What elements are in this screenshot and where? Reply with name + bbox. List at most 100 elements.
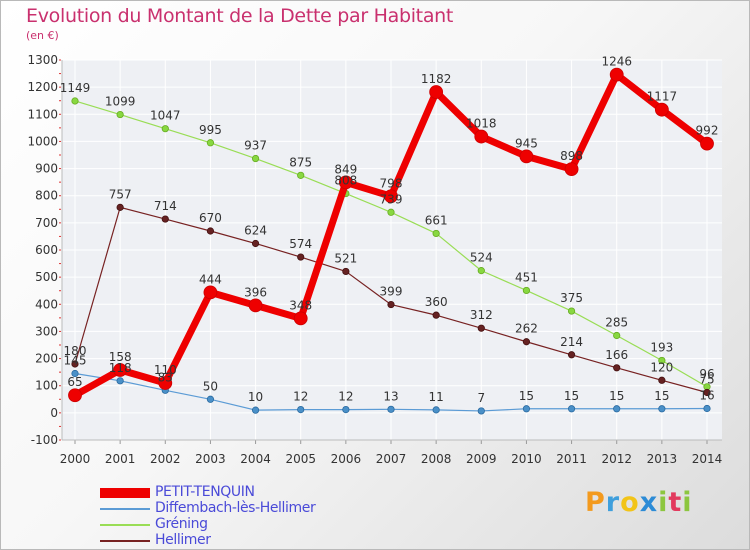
y-tick-label: 1100 <box>27 107 58 121</box>
data-label-diffembach-les-hellimer: 15 <box>519 389 534 403</box>
data-point-diffembach-les-hellimer <box>297 405 305 414</box>
y-tick-label: 1000 <box>27 134 58 148</box>
data-label-diffembach-les-hellimer: 12 <box>338 390 353 404</box>
x-tick-label: 2007 <box>376 452 407 466</box>
data-point-diffembach-les-hellimer <box>477 407 485 415</box>
x-tick-label: 2011 <box>556 452 587 466</box>
data-label-hellimer: 574 <box>289 237 312 251</box>
legend-label-hellimer: Hellimer <box>155 532 211 548</box>
data-label-hellimer: 120 <box>650 360 673 374</box>
data-point-petit-tenquin <box>609 67 624 82</box>
data-label-hellimer: 214 <box>560 335 583 349</box>
data-point-petit-tenquin <box>293 311 308 326</box>
data-point-petit-tenquin <box>519 149 534 164</box>
legend-swatch-diffembach <box>100 508 150 510</box>
data-point-petit-tenquin <box>158 376 173 390</box>
data-label-grening: 451 <box>515 270 538 284</box>
y-tick-label: -100 <box>31 433 58 447</box>
data-label-hellimer: 624 <box>244 223 267 237</box>
data-point-grening <box>116 110 124 119</box>
data-point-grening <box>71 97 79 105</box>
data-label-diffembach-les-hellimer: 118 <box>109 361 132 375</box>
data-point-hellimer <box>658 376 666 384</box>
data-label-diffembach-les-hellimer: 145 <box>64 354 87 368</box>
data-label-petit-tenquin: 1246 <box>601 55 632 69</box>
data-point-petit-tenquin <box>564 162 579 177</box>
data-point-grening <box>658 356 666 365</box>
x-tick-label: 2004 <box>240 452 271 466</box>
data-label-hellimer: 757 <box>109 187 132 201</box>
data-label-grening: 739 <box>380 192 403 206</box>
legend-label-grening: Gréning <box>155 516 208 532</box>
data-label-grening: 96 <box>699 367 714 381</box>
y-tick-label: 100 <box>35 379 58 393</box>
data-label-diffembach-les-hellimer: 7 <box>477 391 485 405</box>
data-label-diffembach-les-hellimer: 83 <box>158 370 173 384</box>
y-tick-label: 700 <box>35 216 58 230</box>
data-label-petit-tenquin: 945 <box>515 136 538 150</box>
legend-swatch-grening <box>100 524 150 526</box>
data-point-grening <box>206 139 215 147</box>
data-label-hellimer: 360 <box>425 295 448 309</box>
data-point-petit-tenquin <box>203 285 218 300</box>
data-point-petit-tenquin <box>384 189 398 204</box>
data-label-hellimer: 166 <box>605 348 628 362</box>
data-point-grening <box>387 208 395 216</box>
y-tick-label: 1200 <box>27 80 58 94</box>
data-point-hellimer <box>206 227 215 235</box>
data-point-diffembach-les-hellimer <box>703 404 711 413</box>
legend-label-petit-tenquin: PETIT-TENQUIN <box>155 484 255 500</box>
data-label-hellimer: 312 <box>470 308 493 322</box>
chart-subtitle: (en €) <box>26 29 59 42</box>
data-label-diffembach-les-hellimer: 11 <box>429 390 444 404</box>
data-point-diffembach-les-hellimer <box>71 369 79 378</box>
data-label-petit-tenquin: 348 <box>289 298 312 312</box>
data-point-petit-tenquin <box>113 363 128 377</box>
data-point-diffembach-les-hellimer <box>432 406 440 414</box>
y-tick-label: 600 <box>35 243 58 257</box>
data-label-grening: 193 <box>650 340 673 354</box>
data-label-diffembach-les-hellimer: 50 <box>203 379 218 393</box>
chart-title: Evolution du Montant de la Dette par Hab… <box>26 5 454 27</box>
proxiti-logo: Proxiti <box>585 487 693 518</box>
x-tick-label: 2008 <box>421 452 452 466</box>
y-tick-label: 800 <box>35 189 58 203</box>
data-label-grening: 524 <box>470 251 493 265</box>
data-label-petit-tenquin: 898 <box>560 149 583 163</box>
data-point-grening <box>251 154 260 163</box>
data-point-grening <box>432 229 440 238</box>
data-label-diffembach-les-hellimer: 16 <box>699 389 714 403</box>
data-label-diffembach-les-hellimer: 12 <box>293 390 308 404</box>
data-point-grening <box>297 171 305 179</box>
data-label-diffembach-les-hellimer: 15 <box>564 389 579 403</box>
x-tick-label: 2003 <box>195 452 226 466</box>
data-label-petit-tenquin: 1018 <box>466 117 497 131</box>
data-point-hellimer <box>387 300 395 309</box>
data-point-hellimer <box>613 364 621 372</box>
data-point-hellimer <box>251 239 260 248</box>
data-label-hellimer: 262 <box>515 322 538 336</box>
data-label-grening: 375 <box>560 291 583 305</box>
y-tick-label: 500 <box>35 270 58 284</box>
data-point-hellimer <box>432 311 440 319</box>
data-point-diffembach-les-hellimer <box>342 405 350 414</box>
data-point-grening <box>613 331 621 340</box>
data-point-hellimer <box>116 203 124 211</box>
data-label-grening: 808 <box>334 174 357 188</box>
data-point-petit-tenquin <box>68 388 82 403</box>
data-label-diffembach-les-hellimer: 15 <box>654 389 669 403</box>
data-point-petit-tenquin <box>474 129 489 144</box>
x-tick-label: 2010 <box>511 452 542 466</box>
data-label-grening: 1047 <box>150 109 181 123</box>
data-point-diffembach-les-hellimer <box>251 406 260 414</box>
data-label-hellimer: 670 <box>199 211 222 225</box>
x-tick-label: 2002 <box>150 452 181 466</box>
data-point-diffembach-les-hellimer <box>613 405 621 413</box>
data-point-diffembach-les-hellimer <box>387 405 395 413</box>
data-point-petit-tenquin <box>654 102 669 117</box>
data-label-hellimer: 521 <box>334 251 357 265</box>
data-label-hellimer: 399 <box>380 285 403 299</box>
x-tick-label: 2000 <box>60 452 91 466</box>
data-label-petit-tenquin: 110 <box>154 363 177 377</box>
data-label-petit-tenquin: 65 <box>67 375 82 389</box>
